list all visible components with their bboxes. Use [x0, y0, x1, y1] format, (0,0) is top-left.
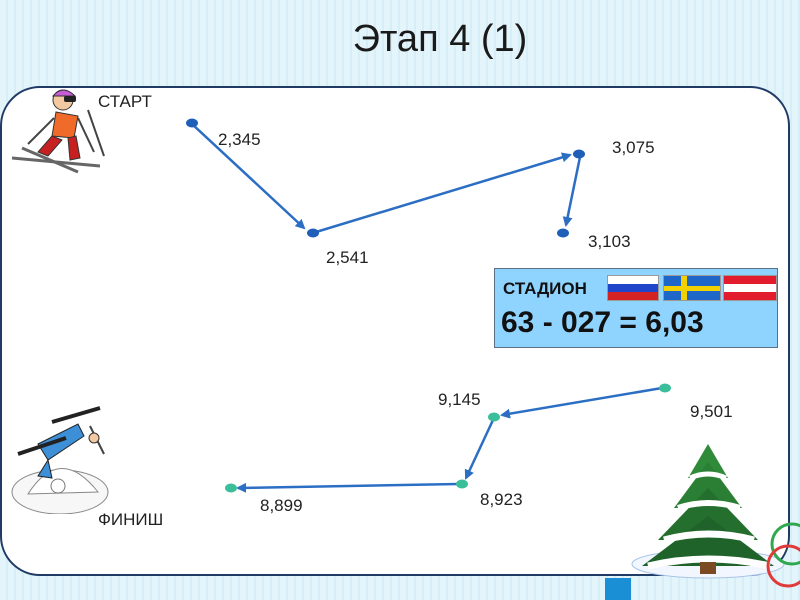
austria-flag-icon [723, 275, 777, 301]
point-label-p1: 2,345 [218, 130, 261, 149]
stadium-formula: 63 - 027 = 6,03 [501, 306, 704, 339]
route-segment-4 [500, 386, 663, 419]
snowy-fir-tree-icon [631, 444, 785, 579]
sweden-flag-icon [663, 275, 721, 301]
blue-tab-marker [605, 578, 631, 600]
route-segment-3 [562, 156, 582, 227]
point-label-p4: 3,103 [588, 232, 631, 251]
bottom-stripe [0, 580, 800, 600]
route-dot-p3 [573, 149, 585, 159]
route-segment-2 [315, 152, 572, 234]
route-dot-p4 [557, 228, 569, 238]
route-dot-q1 [659, 383, 671, 393]
point-label-q1: 9,501 [690, 402, 733, 421]
point-label-q3: 8,923 [480, 490, 523, 509]
olympic-rings-partial-icon [766, 522, 800, 588]
route-dot-p2 [307, 228, 319, 238]
route-dot-q4 [225, 483, 237, 493]
stadium-label: СТАДИОН [503, 279, 587, 298]
start-label: СТАРТ [98, 92, 152, 111]
skier-finish-icon [11, 406, 109, 514]
route-dot-p1 [186, 118, 198, 128]
route-segment-1 [191, 123, 306, 230]
skier-start-icon [11, 89, 105, 174]
slide-title: Этап 4 (1) [352, 18, 528, 60]
route-dot-q3 [456, 479, 468, 489]
point-label-q2: 9,145 [438, 390, 481, 409]
russia-flag-icon [607, 275, 659, 301]
point-label-p2: 2,541 [326, 248, 369, 267]
route-segment-5 [464, 419, 495, 480]
route-segment-6 [236, 482, 459, 493]
finish-label: ФИНИШ [98, 510, 164, 529]
point-label-q4: 8,899 [260, 496, 303, 515]
route-dot-q2 [488, 412, 500, 422]
point-label-p3: 3,075 [612, 138, 655, 157]
stadium-box: СТАДИОН 63 - 027 = 6,03 [494, 268, 778, 348]
